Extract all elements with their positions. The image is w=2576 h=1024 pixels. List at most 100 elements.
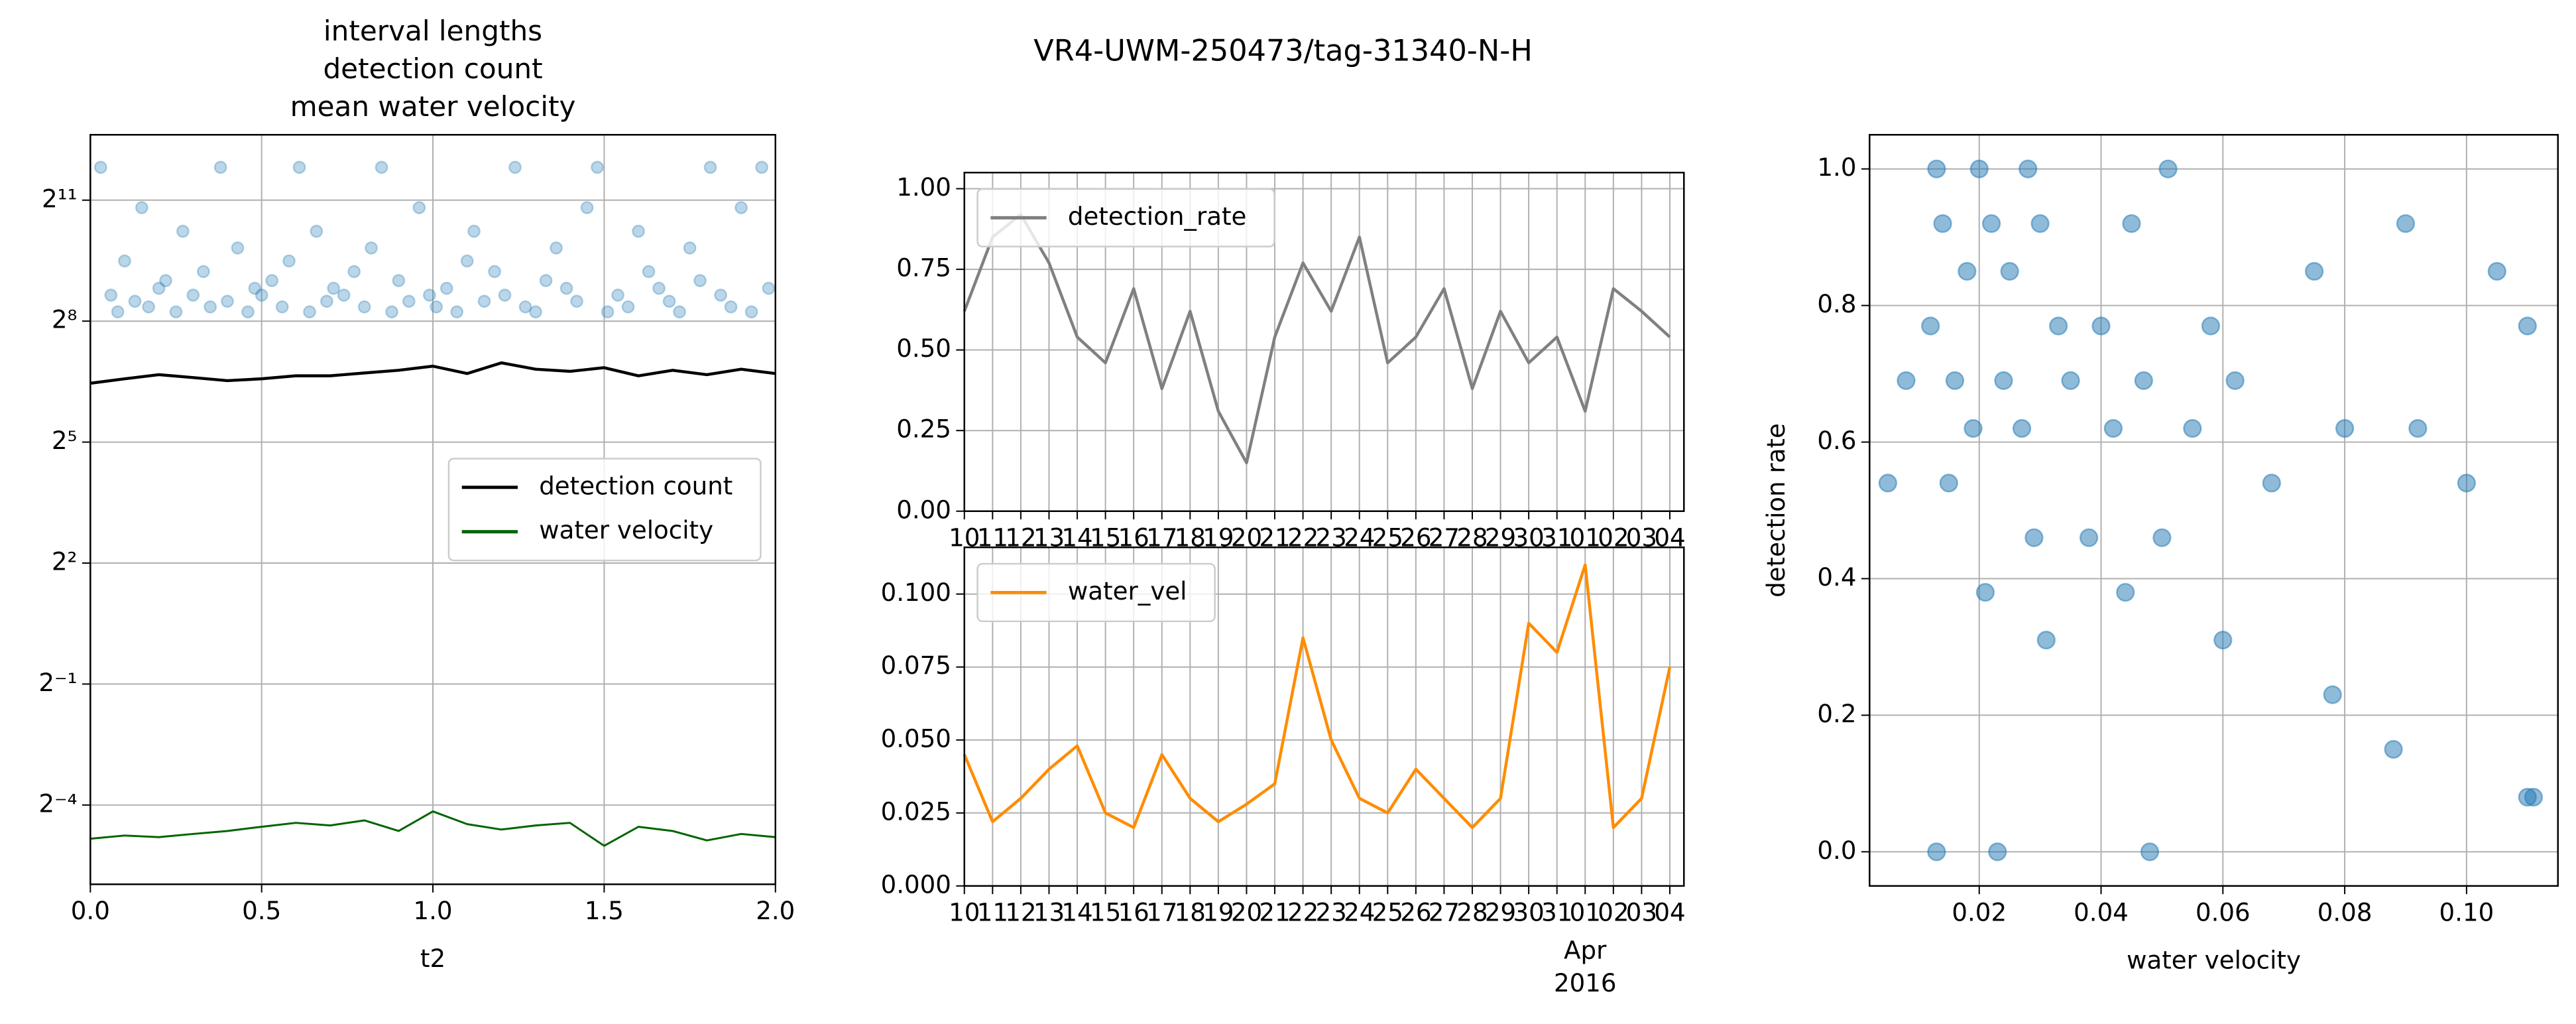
axes: 1011121314151617181920212223242526272829… [881,546,1686,997]
point [2134,371,2153,391]
axes: 0.0 0.5 1.0 1.5 2.0 2⁻⁴ 2⁻¹ 2² 2⁵ 2⁸ 2¹¹ interval l… [38,15,795,973]
x-tick-label: 14 [1061,897,1092,927]
x-tick-label: 22 [1287,897,1318,927]
point [2140,842,2160,862]
axes-frame [963,171,1685,512]
point [104,288,118,302]
point [762,281,776,295]
x-tick-label: 10 [949,897,980,927]
x-tick-label: 0.04 [2074,897,2129,927]
point [2408,418,2428,438]
axes-frame [89,133,777,885]
point [642,265,656,279]
x-tick-label: 03 [1626,897,1657,927]
line [963,563,1672,830]
legend-label: water_vel [1068,576,1187,606]
point [310,224,323,238]
point [1878,474,1898,493]
point [1969,159,1989,178]
x-axis-label: t2 [420,944,445,973]
point [385,305,398,319]
point [2103,418,2123,438]
point [467,224,481,238]
point [2091,316,2111,336]
legend-box [976,188,1275,247]
y-tick-label: 2⁸ [52,305,78,334]
y-tick-label: 0.025 [881,797,951,826]
y-tick-label: 2⁵ [52,426,78,455]
legend: water_vel [976,562,1216,623]
y-tick-label: 1.00 [896,172,951,202]
point [255,288,268,302]
point [703,160,717,174]
point [2335,418,2355,438]
point [93,160,107,174]
point [744,305,758,319]
point [1921,316,1940,336]
point [1945,371,1965,391]
point [1975,582,1995,602]
point [365,241,378,255]
point [683,241,697,255]
point [412,201,426,215]
figure-title: VR4-UWM-250473/tag-31340-N-H [1033,33,1533,68]
legend-box [976,562,1216,623]
point [652,281,666,295]
point [1963,418,1983,438]
x-tick-label: 1.5 [585,896,624,925]
y-tick-label: 0.50 [896,334,951,363]
point [2396,214,2416,233]
point [518,300,532,314]
point [2000,262,2019,281]
point [422,288,436,302]
x-tick-label: 29 [1485,897,1516,927]
axes: 1011121314151617181920212223242526272829… [896,171,1686,552]
point [357,300,371,314]
point [118,254,131,268]
legend-label: detection count [539,471,732,500]
point [2036,631,2056,650]
x-tick-label: 28 [1456,897,1488,927]
x-tick-label: 18 [1175,897,1206,927]
point [2524,787,2544,807]
point [539,274,553,287]
x-tick-label: 21 [1259,897,1290,927]
x-tick-label: 20 [1231,897,1262,927]
point [169,305,183,319]
point [337,288,351,302]
point [402,294,416,308]
point [2012,418,2032,438]
line [90,361,776,385]
point [1994,371,2013,391]
point [529,305,542,319]
x-tick-label: 27 [1429,897,1460,927]
y-tick-label: 0.75 [896,253,951,283]
x-tick-label: 17 [1146,897,1177,927]
point [2518,316,2537,336]
point [392,274,406,287]
y-axis-label: detection rate [1761,423,1790,598]
point [450,305,464,319]
line [90,810,776,847]
y-tick-label: 2⁻⁴ [38,789,77,818]
y-tick-label: 0.25 [896,415,951,444]
point [1981,214,2001,233]
point [673,305,686,319]
point [186,288,200,302]
point [439,281,453,295]
x-tick-label: 26 [1400,897,1431,927]
point [1933,214,1952,233]
x-tick-label: 0.02 [1952,897,2007,927]
point [2024,528,2044,547]
point [2152,528,2172,547]
point [477,294,491,308]
point [213,160,227,174]
point [724,300,738,314]
y-tick-label: 0.0 [1817,836,1856,865]
axes-frame [963,546,1685,887]
x-tick-label: 12 [1005,897,1036,927]
point [488,265,501,279]
point [248,281,262,295]
point [1958,262,1977,281]
